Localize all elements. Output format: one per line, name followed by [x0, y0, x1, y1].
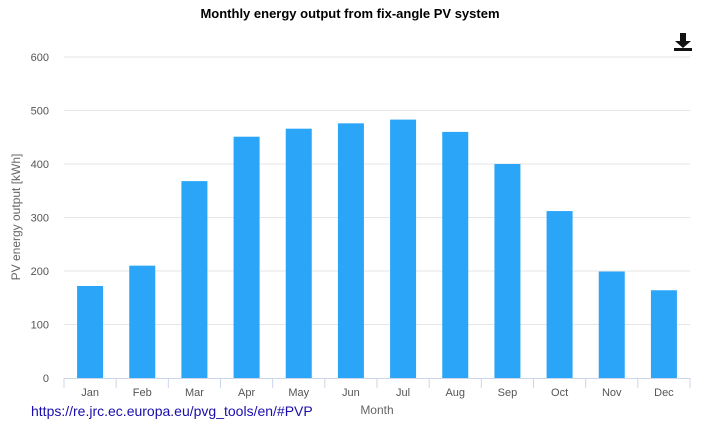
- source-link[interactable]: https://re.jrc.ec.europa.eu/pvg_tools/en…: [31, 403, 313, 419]
- x-axis: [63, 378, 691, 388]
- bar-jun[interactable]: [337, 123, 364, 378]
- bar-feb[interactable]: [129, 265, 156, 378]
- bar-dec[interactable]: [650, 290, 677, 378]
- y-tick-label: 500: [31, 106, 49, 118]
- bar-may[interactable]: [285, 128, 312, 378]
- x-tick-labels: Jan Feb Mar Apr May Jun Jul Aug Sep Oct Nov Dec: [81, 387, 674, 399]
- bar-oct[interactable]: [546, 211, 573, 378]
- x-tick-label: Feb: [133, 387, 152, 399]
- y-tick-label: 300: [31, 213, 49, 225]
- x-tick-label: Aug: [445, 387, 465, 399]
- chart-title: Monthly energy output from fix-angle PV …: [200, 6, 500, 21]
- bar-aug[interactable]: [442, 131, 469, 378]
- y-axis-title: PV energy output [kWh]: [9, 154, 23, 281]
- grid-lines: [64, 56, 690, 325]
- x-tick-label: May: [288, 387, 309, 399]
- y-tick-label: 100: [31, 320, 49, 332]
- bar-jul[interactable]: [390, 119, 417, 378]
- x-tick-label: Jan: [81, 387, 99, 399]
- y-tick-label: 200: [31, 266, 49, 278]
- y-tick-label: 400: [31, 159, 49, 171]
- x-tick-label: Jul: [396, 387, 410, 399]
- x-tick-label: Sep: [498, 387, 518, 399]
- x-tick-label: Apr: [238, 387, 255, 399]
- y-tick-label: 0: [43, 373, 49, 385]
- download-button[interactable]: [672, 32, 694, 52]
- x-tick-label: Jun: [342, 387, 360, 399]
- bar-sep[interactable]: [494, 164, 521, 378]
- bar-mar[interactable]: [181, 181, 208, 378]
- x-tick-label: Nov: [602, 387, 622, 399]
- download-icon: [674, 33, 692, 51]
- x-axis-title: Month: [360, 403, 393, 417]
- bar-nov[interactable]: [598, 271, 625, 378]
- x-tick-label: Oct: [551, 387, 568, 399]
- bars: [77, 119, 677, 378]
- y-tick-label: 600: [31, 52, 49, 64]
- y-tick-labels: 0 100 200 300 400 500 600: [31, 52, 49, 385]
- x-tick-label: Mar: [185, 387, 204, 399]
- x-tick-label: Dec: [654, 387, 674, 399]
- bar-jan[interactable]: [77, 285, 104, 378]
- bar-apr[interactable]: [233, 136, 260, 378]
